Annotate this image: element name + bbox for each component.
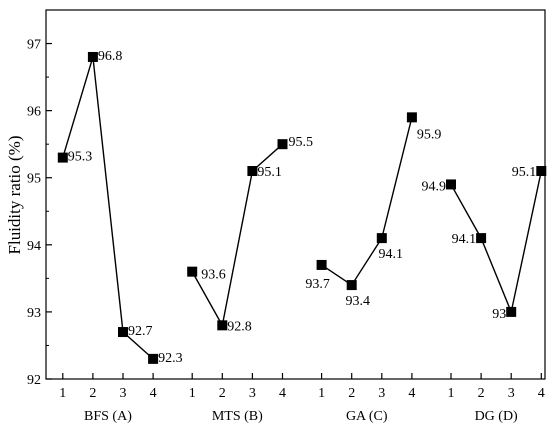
data-label: 94.1 xyxy=(379,247,404,262)
data-point xyxy=(316,259,327,270)
factor-label: GA (C) xyxy=(346,409,388,424)
data-point xyxy=(217,320,228,331)
y-tick-label: 95 xyxy=(27,172,41,187)
x-tick-label: 2 xyxy=(348,386,355,401)
x-tick-label: 3 xyxy=(249,386,256,401)
data-point xyxy=(118,327,128,338)
x-tick-label: 2 xyxy=(219,386,226,401)
factor-label: BFS (A) xyxy=(84,409,132,424)
data-label: 96.8 xyxy=(98,49,123,64)
data-point xyxy=(536,166,547,177)
series-layer xyxy=(57,51,547,364)
y-tick-label: 96 xyxy=(27,105,41,120)
x-tick-label: 1 xyxy=(318,386,325,401)
x-tick-label: 1 xyxy=(448,386,455,401)
data-label: 95.1 xyxy=(512,165,537,180)
x-tick-label: 1 xyxy=(189,386,196,401)
x-tick-label: 4 xyxy=(538,386,545,401)
data-point xyxy=(476,233,487,244)
data-label: 95.1 xyxy=(257,165,282,180)
x-tick-label: 3 xyxy=(378,386,385,401)
data-label: 95.9 xyxy=(417,127,442,142)
x-tick-label: 3 xyxy=(120,386,127,401)
x-tick-label: 4 xyxy=(408,386,415,401)
x-tick-label: 2 xyxy=(89,386,96,401)
data-label: 92.3 xyxy=(158,351,183,366)
x-tick-label: 1 xyxy=(59,386,66,401)
x-axis: 1 2 3 4 BFS (A) 1 2 3 4 MTS (B) 1 2 3 4 GA (C) 1 2 3 4 DG (… xyxy=(59,373,545,424)
factor-label: MTS (B) xyxy=(212,409,263,424)
x-tick-label: 4 xyxy=(150,386,157,401)
y-tick-label: 94 xyxy=(27,239,41,254)
plot-frame xyxy=(45,9,546,380)
series-line xyxy=(62,56,154,360)
y-axis: 92 93 94 95 96 97 xyxy=(27,9,52,388)
series-line xyxy=(450,170,542,315)
data-point xyxy=(376,233,387,244)
data-point xyxy=(506,306,517,317)
data-point xyxy=(187,266,198,277)
data-label: 92.7 xyxy=(128,324,153,339)
data-label: 95.5 xyxy=(289,135,314,150)
data-label: 92.8 xyxy=(227,319,252,334)
data-labels: 95.3 96.8 92.7 92.3 93.6 92.8 95.1 95.5 93.7 93.4… xyxy=(68,49,537,366)
series-line xyxy=(321,117,413,287)
data-point xyxy=(277,139,288,150)
data-label: 93 xyxy=(492,307,506,322)
x-tick-label: 3 xyxy=(508,386,515,401)
y-tick-label: 92 xyxy=(27,373,41,388)
data-point xyxy=(87,51,98,62)
x-tick-label: 2 xyxy=(478,386,485,401)
data-point xyxy=(57,152,68,163)
factor-label: DG (D) xyxy=(475,409,518,424)
y-tick-label: 97 xyxy=(27,38,41,53)
y-axis-label: Fluidity ratio (%) xyxy=(5,136,24,255)
data-label: 94.9 xyxy=(422,179,447,194)
data-label: 93.6 xyxy=(201,268,226,283)
y-tick-label: 93 xyxy=(27,306,41,321)
data-point xyxy=(247,166,258,177)
data-point xyxy=(446,179,456,190)
data-label: 94.1 xyxy=(452,232,477,247)
series-line xyxy=(191,143,283,328)
data-label: 95.3 xyxy=(68,150,93,165)
data-label: 93.4 xyxy=(345,294,370,309)
data-label: 93.7 xyxy=(305,277,330,292)
x-tick-label: 4 xyxy=(279,386,286,401)
data-point xyxy=(148,353,159,364)
data-point xyxy=(346,280,357,291)
data-point xyxy=(406,112,417,123)
